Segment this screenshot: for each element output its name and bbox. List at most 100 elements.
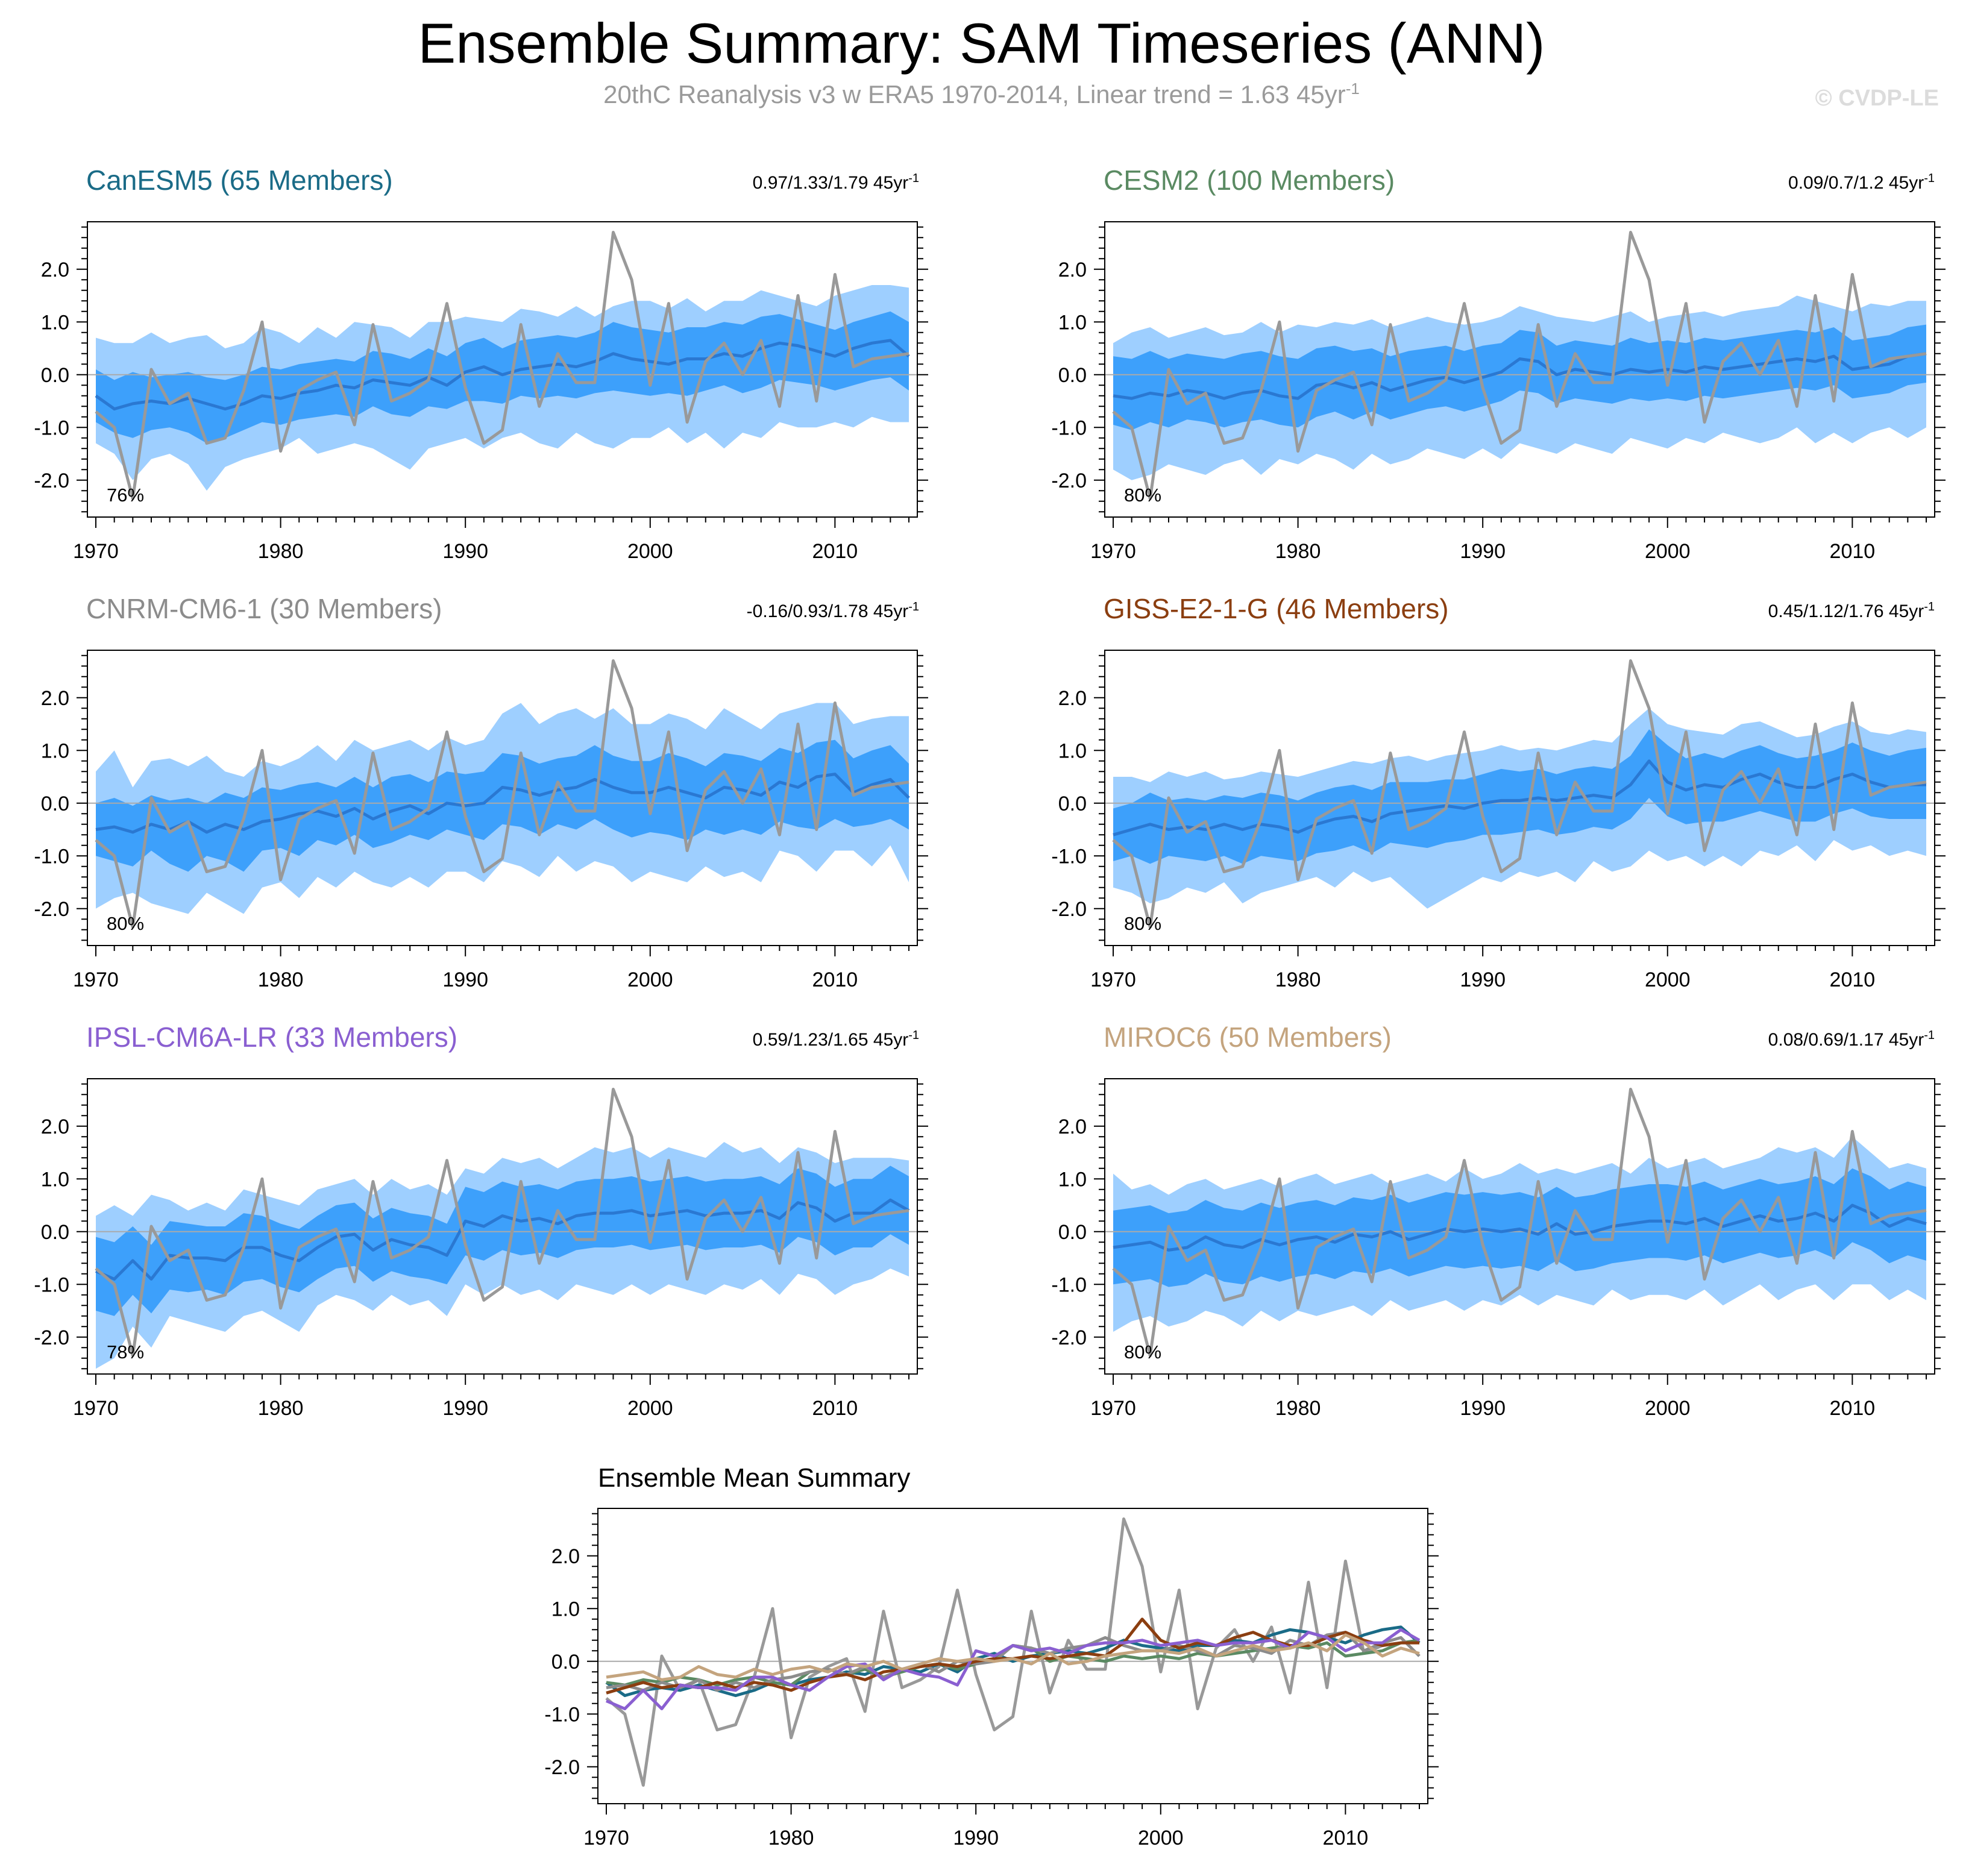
axis-xtick-label: 2000 xyxy=(1645,540,1691,563)
percent-label: 80% xyxy=(107,913,144,934)
axis-ytick-label: -2.0 xyxy=(34,1326,69,1349)
axis-xtick-label: 1970 xyxy=(73,968,119,991)
axis-xtick-label: 2010 xyxy=(1323,1827,1369,1849)
axis-ytick-label: -1.0 xyxy=(1051,1273,1087,1296)
percent-label: 76% xyxy=(107,485,144,506)
axis-ytick-label: 0.0 xyxy=(1058,364,1087,387)
stats-exponent: -1 xyxy=(908,172,919,185)
axis-ytick-label: -2.0 xyxy=(34,469,69,492)
panel-cnrm: 2.0 1.0 0.0 -1.0 -2.0 1970 1980 1990 2000 2010 80% xyxy=(34,650,928,991)
figure-subtitle: 20thC Reanalysis v3 w ERA5 1970-2014, Li… xyxy=(0,80,1963,109)
axis-xtick-label: 1990 xyxy=(442,540,488,563)
axis-xtick-label: 1980 xyxy=(258,1397,304,1420)
panel-ipsl: 2.0 1.0 0.0 -1.0 -2.0 1970 1980 1990 2000 2010 78% xyxy=(34,1078,928,1420)
axis-ytick-label: -1.0 xyxy=(34,416,69,439)
series-line-ipsl xyxy=(606,1628,1421,1710)
axis-ytick-label: 2.0 xyxy=(41,687,69,710)
axis-ytick-label: 0.0 xyxy=(41,792,69,815)
spread-band-inner xyxy=(96,1165,909,1316)
axis-xtick-label: 1970 xyxy=(583,1827,629,1849)
panel-stats-ipsl: 0.59/1.23/1.65 45yr-1 xyxy=(603,1029,919,1050)
axis-ytick-label: 0.0 xyxy=(551,1651,580,1674)
stats-text: 0.97/1.33/1.79 45yr xyxy=(752,173,909,193)
ensemble-mean-line xyxy=(1113,1203,1927,1252)
axis-xtick-label: 1990 xyxy=(1460,1397,1506,1420)
ensemble-mean-line xyxy=(95,1198,910,1281)
axis-xtick-label: 1970 xyxy=(1090,968,1136,991)
axis-xtick-label: 2010 xyxy=(1830,540,1876,563)
stats-text: -0.16/0.93/1.78 45yr xyxy=(746,601,909,621)
axis-xtick-label: 1990 xyxy=(442,968,488,991)
axis-ytick-label: -2.0 xyxy=(34,898,69,921)
axis-ytick-label: 0.0 xyxy=(41,1221,69,1244)
percent-label: 78% xyxy=(107,1341,144,1363)
axis-xtick-label: 2000 xyxy=(1138,1827,1184,1849)
axis-ytick-label: -1.0 xyxy=(34,1273,69,1296)
axis-ytick-label: 2.0 xyxy=(41,1115,69,1138)
percent-label: 80% xyxy=(1124,485,1161,506)
axis-xtick-label: 1970 xyxy=(1090,1397,1136,1420)
ensemble-mean-line xyxy=(95,773,910,834)
panel-miroc6: 2.0 1.0 0.0 -1.0 -2.0 1970 1980 1990 2000 2010 80% xyxy=(1051,1078,1946,1420)
series-line-canesm5 xyxy=(605,1625,1421,1698)
axis-ytick-label: -1.0 xyxy=(544,1703,580,1726)
axis-ytick-label: 1.0 xyxy=(41,311,69,334)
panel-ensemble-mean-summary: Ensemble Mean Summary 2.0 1.0 0.0 -1.0 -2.0 19… xyxy=(544,1463,1439,1849)
series-line-miroc6 xyxy=(606,1633,1420,1681)
axis-xtick-label: 2000 xyxy=(627,968,673,991)
axis-xtick-label: 2010 xyxy=(812,1397,858,1420)
axis-ytick-label: 1.0 xyxy=(41,1168,69,1191)
axis-xtick-label: 1990 xyxy=(1460,540,1506,563)
axis-ytick-label: 1.0 xyxy=(551,1598,580,1620)
axis-xtick-label: 2000 xyxy=(627,540,673,563)
axis-xtick-label: 1980 xyxy=(1275,1397,1321,1420)
stats-exponent: -1 xyxy=(1924,1029,1935,1042)
axis-xtick-label: 1970 xyxy=(73,1397,119,1420)
spread-band-inner xyxy=(96,311,909,444)
axis-ytick-label: -1.0 xyxy=(34,845,69,868)
mean-summary-title: Ensemble Mean Summary xyxy=(598,1463,910,1493)
ensemble-mean-line xyxy=(95,339,910,411)
axis-ytick-label: 2.0 xyxy=(1058,259,1087,281)
axis-ytick-label: -2.0 xyxy=(1051,898,1087,921)
stats-exponent: -1 xyxy=(1924,600,1935,613)
figure-title: Ensemble Summary: SAM Timeseries (ANN) xyxy=(418,11,1545,75)
axis-xtick-label: 1980 xyxy=(258,540,304,563)
observation-line xyxy=(1112,231,1927,500)
panel-stats-canesm5: 0.97/1.33/1.79 45yr-1 xyxy=(603,172,919,193)
panel-title-ipsl: IPSL-CM6A-LR (33 Members) xyxy=(86,1021,458,1053)
stats-exponent: -1 xyxy=(1924,172,1935,185)
axis-xtick-label: 1980 xyxy=(768,1827,814,1849)
axis-xtick-label: 1970 xyxy=(73,540,119,563)
percent-label: 80% xyxy=(1124,1341,1161,1363)
stats-text: 0.59/1.23/1.65 45yr xyxy=(752,1030,909,1050)
panel-title-cnrm: CNRM-CM6-1 (30 Members) xyxy=(86,593,442,624)
stats-text: 0.09/0.7/1.2 45yr xyxy=(1788,173,1924,193)
axis-ytick-label: 2.0 xyxy=(41,259,69,281)
panel-stats-miroc6: 0.08/0.69/1.17 45yr-1 xyxy=(1615,1029,1935,1050)
axis-xtick-label: 1980 xyxy=(1275,968,1321,991)
axis-xtick-label: 1970 xyxy=(1090,540,1136,563)
axis-xtick-label: 2010 xyxy=(812,540,858,563)
axis-xtick-label: 1980 xyxy=(1275,540,1321,563)
stats-text: 0.08/0.69/1.17 45yr xyxy=(1768,1030,1924,1050)
stats-exponent: -1 xyxy=(908,1029,919,1042)
axis-ytick-label: 0.0 xyxy=(1058,792,1087,815)
observation-line xyxy=(95,231,909,500)
panel-stats-cnrm: -0.16/0.93/1.78 45yr-1 xyxy=(603,600,919,622)
axis-ytick-label: -2.0 xyxy=(1051,469,1087,492)
axis-xtick-label: 2010 xyxy=(1830,968,1876,991)
axis-ytick-label: 1.0 xyxy=(1058,1168,1087,1191)
axis-xtick-label: 2010 xyxy=(812,968,858,991)
observation-line xyxy=(605,1517,1420,1787)
panel-stats-giss: 0.45/1.12/1.76 45yr-1 xyxy=(1615,600,1935,622)
axis-xtick-label: 1980 xyxy=(258,968,304,991)
axis-ytick-label: 2.0 xyxy=(551,1545,580,1568)
spread-band-inner xyxy=(1113,324,1926,430)
axis-xtick-label: 2010 xyxy=(1830,1397,1876,1420)
observation-line xyxy=(95,1088,909,1357)
subtitle-text: 20thC Reanalysis v3 w ERA5 1970-2014, Li… xyxy=(603,80,1346,108)
spread-band-inner xyxy=(96,739,909,872)
panel-canesm5: 2.0 1.0 0.0 -1.0 -2.0 1970 1980 1990 2000 2010 76% xyxy=(34,221,928,563)
